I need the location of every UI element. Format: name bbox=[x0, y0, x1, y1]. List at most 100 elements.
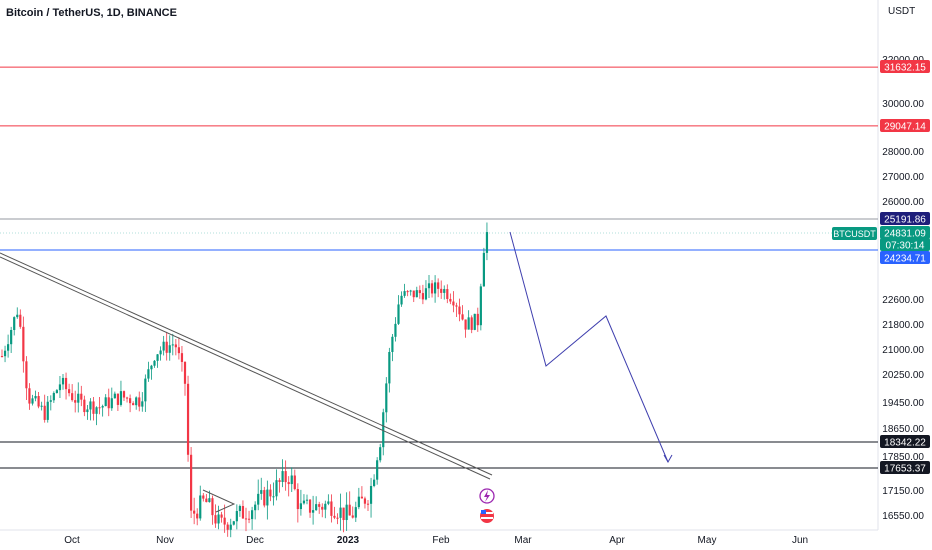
candle bbox=[409, 290, 412, 292]
candle bbox=[92, 401, 95, 414]
currency-label: USDT bbox=[888, 6, 915, 17]
price-tick-label: 19450.00 bbox=[882, 398, 924, 409]
candle bbox=[391, 336, 394, 352]
candle bbox=[412, 290, 415, 298]
candle bbox=[55, 390, 58, 393]
candle bbox=[464, 319, 467, 330]
candle bbox=[196, 513, 199, 519]
candle bbox=[205, 498, 208, 503]
price-label-box bbox=[880, 461, 930, 474]
candle bbox=[214, 515, 217, 524]
candle bbox=[180, 353, 184, 362]
candle bbox=[284, 471, 287, 483]
candle bbox=[296, 489, 299, 510]
trendline-lower bbox=[0, 256, 491, 480]
time-axis-label: Oct bbox=[64, 535, 80, 546]
candle bbox=[324, 503, 327, 510]
price-tick-label: 27000.00 bbox=[882, 172, 924, 183]
candle bbox=[16, 314, 19, 318]
candle bbox=[421, 293, 424, 300]
candle bbox=[302, 500, 306, 504]
candle bbox=[479, 286, 482, 326]
candle bbox=[424, 288, 428, 300]
candle bbox=[348, 504, 351, 516]
candle bbox=[385, 383, 388, 413]
candle bbox=[260, 490, 263, 494]
candle bbox=[430, 283, 434, 294]
candle bbox=[119, 391, 123, 405]
candle bbox=[110, 398, 113, 409]
candle bbox=[74, 400, 77, 403]
candle bbox=[363, 498, 367, 504]
candle bbox=[308, 499, 312, 513]
candle bbox=[354, 507, 357, 518]
candle bbox=[305, 499, 309, 501]
time-axis-label: Dec bbox=[246, 535, 264, 546]
candle bbox=[80, 393, 83, 400]
candle bbox=[107, 397, 110, 409]
price-label-box bbox=[880, 60, 930, 73]
price-label: 25191.86 bbox=[884, 215, 926, 226]
candle bbox=[458, 306, 461, 315]
candle bbox=[251, 510, 254, 520]
candle bbox=[190, 454, 193, 511]
price-label-box bbox=[880, 238, 930, 251]
candle bbox=[446, 289, 449, 299]
candle bbox=[476, 313, 479, 326]
candle bbox=[342, 507, 345, 521]
candle bbox=[232, 521, 235, 525]
candle bbox=[473, 313, 476, 330]
candle bbox=[0, 356, 4, 358]
candle bbox=[71, 393, 74, 401]
candle bbox=[241, 506, 245, 519]
candle bbox=[150, 365, 153, 370]
candle bbox=[434, 282, 437, 294]
candle bbox=[388, 351, 391, 384]
candle bbox=[64, 377, 68, 390]
candle bbox=[183, 361, 187, 384]
price-label: 18342.22 bbox=[884, 438, 926, 449]
price-tick-label: 28000.00 bbox=[882, 147, 924, 158]
candle bbox=[168, 345, 171, 353]
candle bbox=[315, 504, 318, 511]
candle bbox=[174, 344, 177, 348]
price-tick-label: 17850.00 bbox=[882, 452, 924, 463]
candle bbox=[34, 396, 37, 399]
candle bbox=[357, 496, 360, 508]
candle bbox=[104, 397, 107, 407]
candle bbox=[61, 377, 65, 385]
candle bbox=[147, 369, 150, 379]
candle bbox=[153, 360, 156, 366]
candle bbox=[418, 290, 421, 294]
candle bbox=[373, 479, 376, 486]
candle bbox=[211, 498, 214, 516]
candle bbox=[43, 405, 46, 420]
candle bbox=[49, 400, 52, 402]
candle bbox=[46, 401, 49, 420]
candle bbox=[3, 350, 7, 357]
candle bbox=[244, 518, 248, 520]
candle bbox=[369, 485, 373, 504]
candle bbox=[220, 514, 223, 518]
candle bbox=[379, 447, 382, 461]
candle bbox=[83, 399, 86, 413]
candle bbox=[485, 232, 489, 253]
price-label-box bbox=[880, 119, 930, 132]
lightning-icon-glyph bbox=[484, 490, 490, 502]
time-axis-label: 2023 bbox=[337, 535, 360, 546]
candle bbox=[125, 397, 129, 399]
candle bbox=[278, 480, 281, 482]
candle bbox=[229, 524, 232, 530]
candle bbox=[226, 524, 229, 530]
candle bbox=[427, 283, 431, 289]
candle bbox=[202, 495, 205, 499]
candle bbox=[25, 361, 28, 389]
candle bbox=[144, 378, 147, 402]
candle bbox=[122, 391, 126, 398]
candle bbox=[415, 290, 418, 298]
candle bbox=[351, 515, 354, 518]
candle bbox=[217, 514, 220, 524]
us-flag-canton bbox=[481, 510, 486, 514]
candle bbox=[98, 407, 101, 409]
